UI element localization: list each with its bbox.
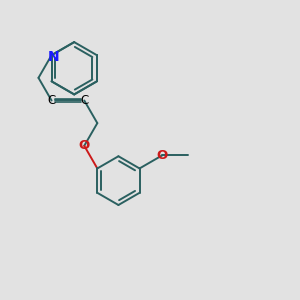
Text: C: C xyxy=(47,94,56,107)
Text: N: N xyxy=(48,50,59,64)
Text: C: C xyxy=(80,94,88,107)
Text: O: O xyxy=(79,139,90,152)
Text: O: O xyxy=(157,149,168,162)
